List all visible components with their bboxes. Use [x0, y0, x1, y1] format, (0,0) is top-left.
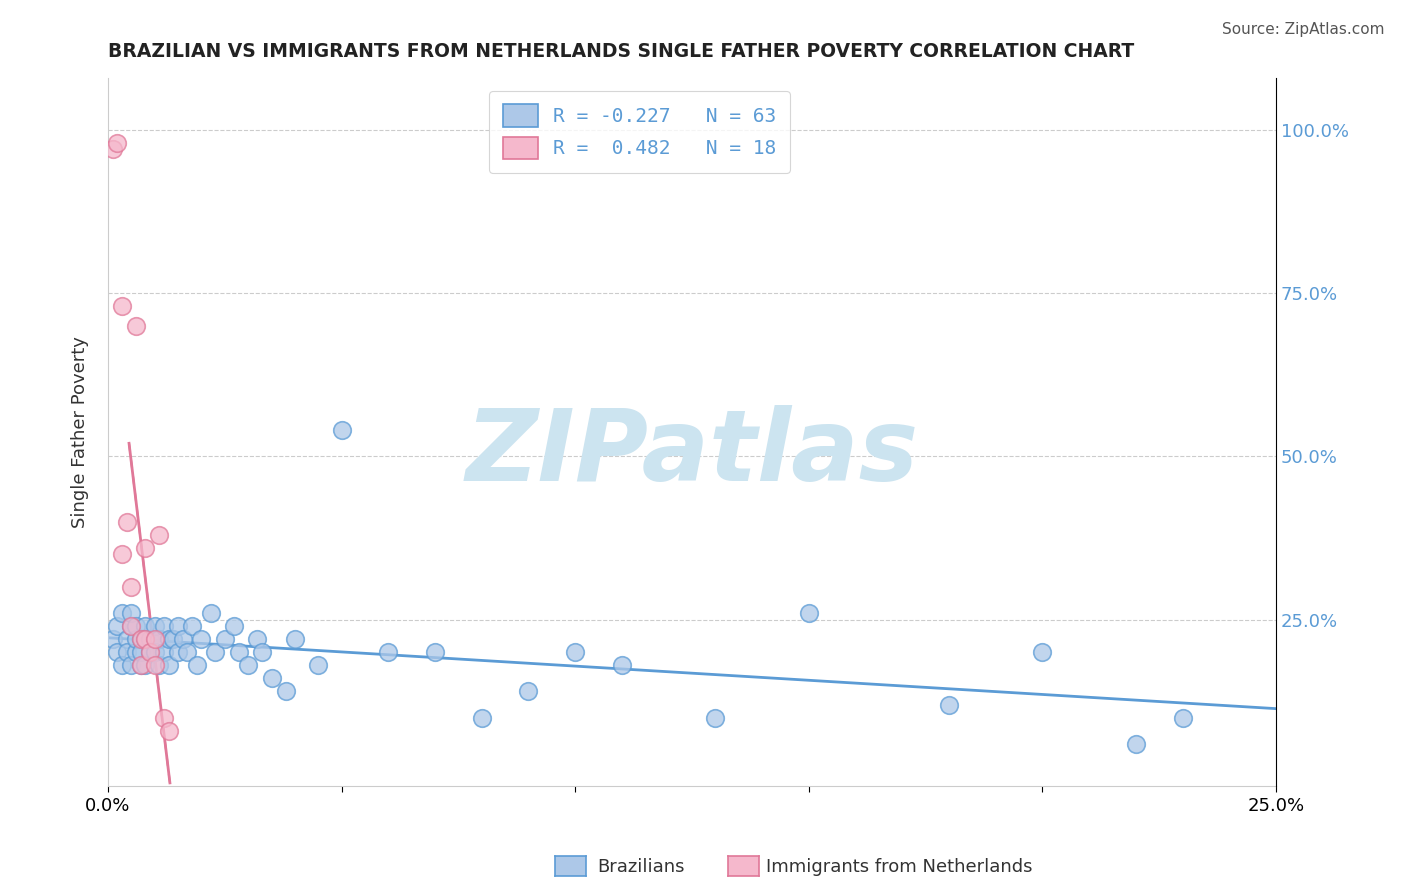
Point [134, 619, 156, 633]
Point [125, 318, 148, 333]
Point [115, 515, 138, 529]
Point [143, 632, 166, 647]
Point [111, 547, 134, 561]
Point [105, 619, 128, 633]
Point [134, 658, 156, 673]
Point [1031, 645, 1053, 659]
Point [260, 672, 283, 686]
Point [167, 619, 190, 633]
Point [120, 619, 142, 633]
Point [129, 632, 152, 647]
Legend: R = -0.227   N = 63, R =  0.482   N = 18: R = -0.227 N = 63, R = 0.482 N = 18 [489, 91, 790, 173]
Point [224, 619, 246, 633]
Point [120, 619, 142, 633]
Point [153, 645, 176, 659]
Point [250, 645, 273, 659]
Point [129, 645, 152, 659]
Point [139, 632, 162, 647]
Point [143, 658, 166, 673]
Point [125, 632, 148, 647]
Point [101, 143, 124, 157]
Point [129, 658, 152, 673]
Point [125, 619, 148, 633]
Text: BRAZILIAN VS IMMIGRANTS FROM NETHERLANDS SINGLE FATHER POVERTY CORRELATION CHART: BRAZILIAN VS IMMIGRANTS FROM NETHERLANDS… [108, 42, 1135, 61]
Point [120, 606, 142, 620]
Point [143, 619, 166, 633]
Point [148, 658, 170, 673]
Point [1125, 737, 1147, 751]
Point [134, 541, 156, 555]
Point [610, 658, 633, 673]
Point [120, 580, 142, 594]
Point [938, 698, 960, 712]
Point [186, 658, 208, 673]
Point [129, 632, 152, 647]
Point [181, 619, 204, 633]
Point [564, 645, 586, 659]
Point [704, 710, 727, 724]
Point [148, 632, 170, 647]
Point [246, 632, 269, 647]
Point [153, 710, 176, 724]
Point [111, 299, 134, 313]
Point [228, 645, 250, 659]
Point [129, 658, 152, 673]
Point [111, 606, 134, 620]
Point [134, 632, 156, 647]
Point [307, 658, 329, 673]
Point [115, 632, 138, 647]
Point [101, 632, 124, 647]
Point [471, 710, 494, 724]
Point [153, 619, 176, 633]
Point [139, 645, 162, 659]
Point [115, 645, 138, 659]
Point [423, 645, 446, 659]
Point [125, 645, 148, 659]
Point [190, 632, 212, 647]
Point [797, 606, 820, 620]
Point [517, 684, 540, 698]
Text: Source: ZipAtlas.com: Source: ZipAtlas.com [1222, 22, 1385, 37]
Point [134, 632, 156, 647]
Point [105, 645, 128, 659]
Point [111, 658, 134, 673]
Point [120, 658, 142, 673]
Point [214, 632, 236, 647]
Point [377, 645, 399, 659]
Point [330, 423, 353, 437]
Point [143, 645, 166, 659]
Point [1171, 710, 1194, 724]
Text: Immigrants from Netherlands: Immigrants from Netherlands [766, 858, 1033, 876]
Point [162, 632, 184, 647]
Point [200, 606, 222, 620]
Point [157, 658, 180, 673]
Point [105, 136, 128, 150]
Point [157, 632, 180, 647]
Text: Brazilians: Brazilians [598, 858, 685, 876]
Point [143, 632, 166, 647]
Point [284, 632, 307, 647]
Point [172, 632, 194, 647]
Point [167, 645, 190, 659]
Y-axis label: Single Father Poverty: Single Father Poverty [72, 336, 89, 528]
Point [148, 527, 170, 541]
Point [236, 658, 259, 673]
Point [204, 645, 226, 659]
Point [274, 684, 297, 698]
Text: ZIPatlas: ZIPatlas [465, 405, 918, 501]
Point [176, 645, 198, 659]
Point [157, 723, 180, 738]
Point [139, 645, 162, 659]
